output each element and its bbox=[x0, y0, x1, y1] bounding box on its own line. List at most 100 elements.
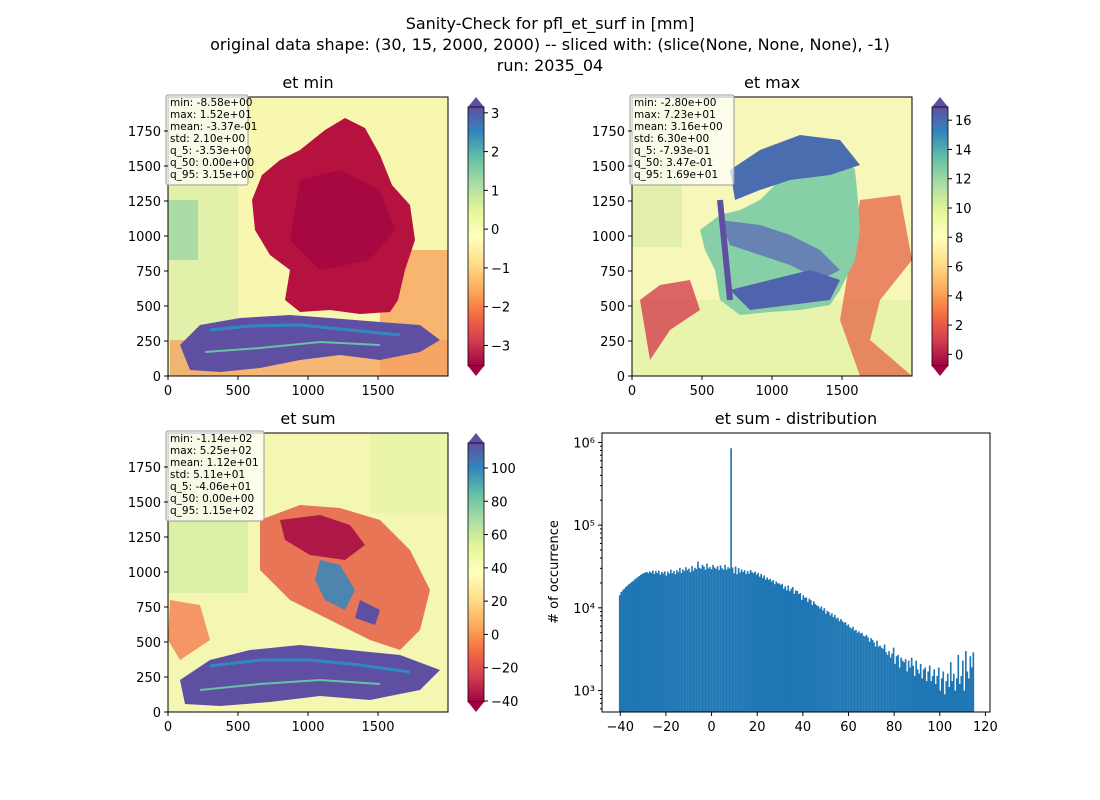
colorbar-tick-label: 6 bbox=[955, 261, 963, 276]
histogram-bar bbox=[719, 565, 722, 712]
histogram-bar bbox=[734, 566, 737, 712]
histogram-bar bbox=[909, 667, 911, 712]
histogram-bar bbox=[895, 656, 898, 712]
histogram-bar bbox=[943, 694, 946, 712]
histogram-bar bbox=[843, 622, 845, 712]
histogram-bar bbox=[775, 581, 778, 712]
histogram-bar bbox=[891, 653, 893, 712]
histogram-bar bbox=[644, 572, 647, 712]
stat-line: std: 6.30e+00 bbox=[634, 133, 709, 145]
x-tick-label: −20 bbox=[652, 720, 679, 735]
y-tick-label: 1750 bbox=[128, 125, 161, 140]
histogram-bar bbox=[900, 657, 902, 712]
histogram-bar bbox=[819, 608, 821, 712]
histogram-bar bbox=[949, 662, 952, 712]
y-tick-label: 250 bbox=[136, 671, 161, 686]
histogram-bar bbox=[715, 568, 717, 712]
stat-line: q_5: -7.93e-01 bbox=[634, 145, 710, 157]
histogram-bar bbox=[704, 569, 707, 712]
y-tick-label: 1500 bbox=[128, 160, 161, 175]
histogram-bar bbox=[778, 583, 781, 712]
histogram-bar bbox=[879, 645, 881, 712]
histogram-bar bbox=[800, 599, 803, 712]
x-tick-label: 120 bbox=[973, 720, 998, 735]
histogram-bar bbox=[919, 663, 922, 712]
histogram-bar bbox=[886, 654, 889, 712]
histogram-bar bbox=[862, 635, 865, 712]
histogram-bar bbox=[782, 588, 785, 712]
histogram-bar bbox=[964, 651, 967, 712]
histogram-bar bbox=[871, 639, 874, 712]
x-tick-label: 1000 bbox=[755, 384, 788, 399]
y-axis-label: # of occurrence bbox=[547, 520, 562, 624]
x-tick-label: −40 bbox=[607, 720, 634, 735]
histogram-bar bbox=[677, 572, 680, 712]
histogram-bar bbox=[820, 606, 823, 712]
histogram-bar bbox=[647, 573, 650, 712]
histogram-bar bbox=[706, 563, 708, 712]
histogram-bar bbox=[924, 667, 927, 712]
y-tick-label: 0 bbox=[617, 370, 625, 385]
histogram-bar bbox=[937, 667, 940, 712]
histogram-bar bbox=[808, 598, 811, 712]
histogram-bar bbox=[846, 625, 848, 712]
histogram-bar bbox=[832, 617, 835, 712]
histogram-bar bbox=[954, 690, 957, 712]
y-ticks: 0 250 500 750 1000 1250 1500 1750 bbox=[128, 461, 168, 721]
histogram-bar bbox=[803, 597, 806, 712]
histogram-bar bbox=[639, 574, 642, 712]
histogram-bar bbox=[635, 578, 638, 712]
y-tick-label: 750 bbox=[136, 265, 161, 280]
panel-histogram: et sum - distribution # of occurrence −4… bbox=[547, 409, 998, 735]
histogram-bar bbox=[853, 630, 856, 712]
histogram-bar bbox=[739, 572, 741, 712]
histogram-bar bbox=[621, 590, 624, 712]
histogram-bar bbox=[740, 569, 743, 712]
histogram-bar bbox=[927, 671, 930, 712]
histogram-bar bbox=[904, 659, 907, 712]
histogram-bar bbox=[898, 667, 901, 712]
histogram-bar bbox=[934, 683, 937, 712]
histogram-bar bbox=[655, 571, 657, 712]
histogram-bar bbox=[921, 678, 924, 712]
histogram-bar bbox=[939, 690, 942, 712]
histogram-bar bbox=[742, 572, 744, 712]
histogram-bar bbox=[710, 569, 713, 712]
histogram-bar bbox=[695, 569, 698, 712]
suptitle-line-2: original data shape: (30, 15, 2000, 2000… bbox=[210, 35, 890, 54]
histogram-bar bbox=[763, 575, 766, 712]
y-tick-label: 1250 bbox=[128, 195, 161, 210]
histogram-bar bbox=[856, 632, 859, 712]
histogram-bar bbox=[880, 647, 883, 712]
histogram-bar bbox=[811, 605, 814, 712]
colorbar-tick-label: 60 bbox=[491, 529, 508, 544]
suptitle-line-3: run: 2035_04 bbox=[497, 56, 603, 76]
histogram-bar bbox=[749, 570, 752, 712]
histogram-bar bbox=[733, 573, 735, 712]
x-tick-label: 0 bbox=[164, 720, 172, 735]
histogram-bar bbox=[683, 571, 686, 712]
histogram-bar bbox=[796, 590, 799, 712]
histogram-bar bbox=[758, 576, 761, 712]
histogram-bar bbox=[847, 624, 850, 712]
histogram-bar bbox=[633, 579, 636, 712]
colorbar-tick-label: 4 bbox=[955, 290, 963, 305]
histogram-bar bbox=[844, 622, 847, 712]
x-tick-label: 500 bbox=[690, 384, 715, 399]
y-tick-label: 1000 bbox=[592, 230, 625, 245]
stat-line: max: 7.23e+01 bbox=[634, 109, 716, 121]
histogram-bar bbox=[915, 660, 917, 712]
histogram-bar bbox=[840, 619, 842, 712]
histogram-bar bbox=[659, 574, 662, 712]
stat-line: q_5: -4.06e+01 bbox=[170, 481, 251, 493]
panel-title: et max bbox=[744, 73, 800, 92]
histogram-bar bbox=[793, 593, 796, 712]
histogram-bar bbox=[897, 654, 899, 712]
histogram-bar bbox=[745, 574, 747, 712]
histogram-bar bbox=[760, 573, 762, 712]
histogram-bar bbox=[805, 597, 808, 712]
histogram-bar bbox=[864, 636, 866, 712]
panel-et-max: et max min: -2.80e+00 max: 7.23e+01 mean… bbox=[592, 73, 972, 399]
colorbar-tick-label: 0 bbox=[491, 628, 499, 643]
x-tick-label: 100 bbox=[927, 720, 952, 735]
